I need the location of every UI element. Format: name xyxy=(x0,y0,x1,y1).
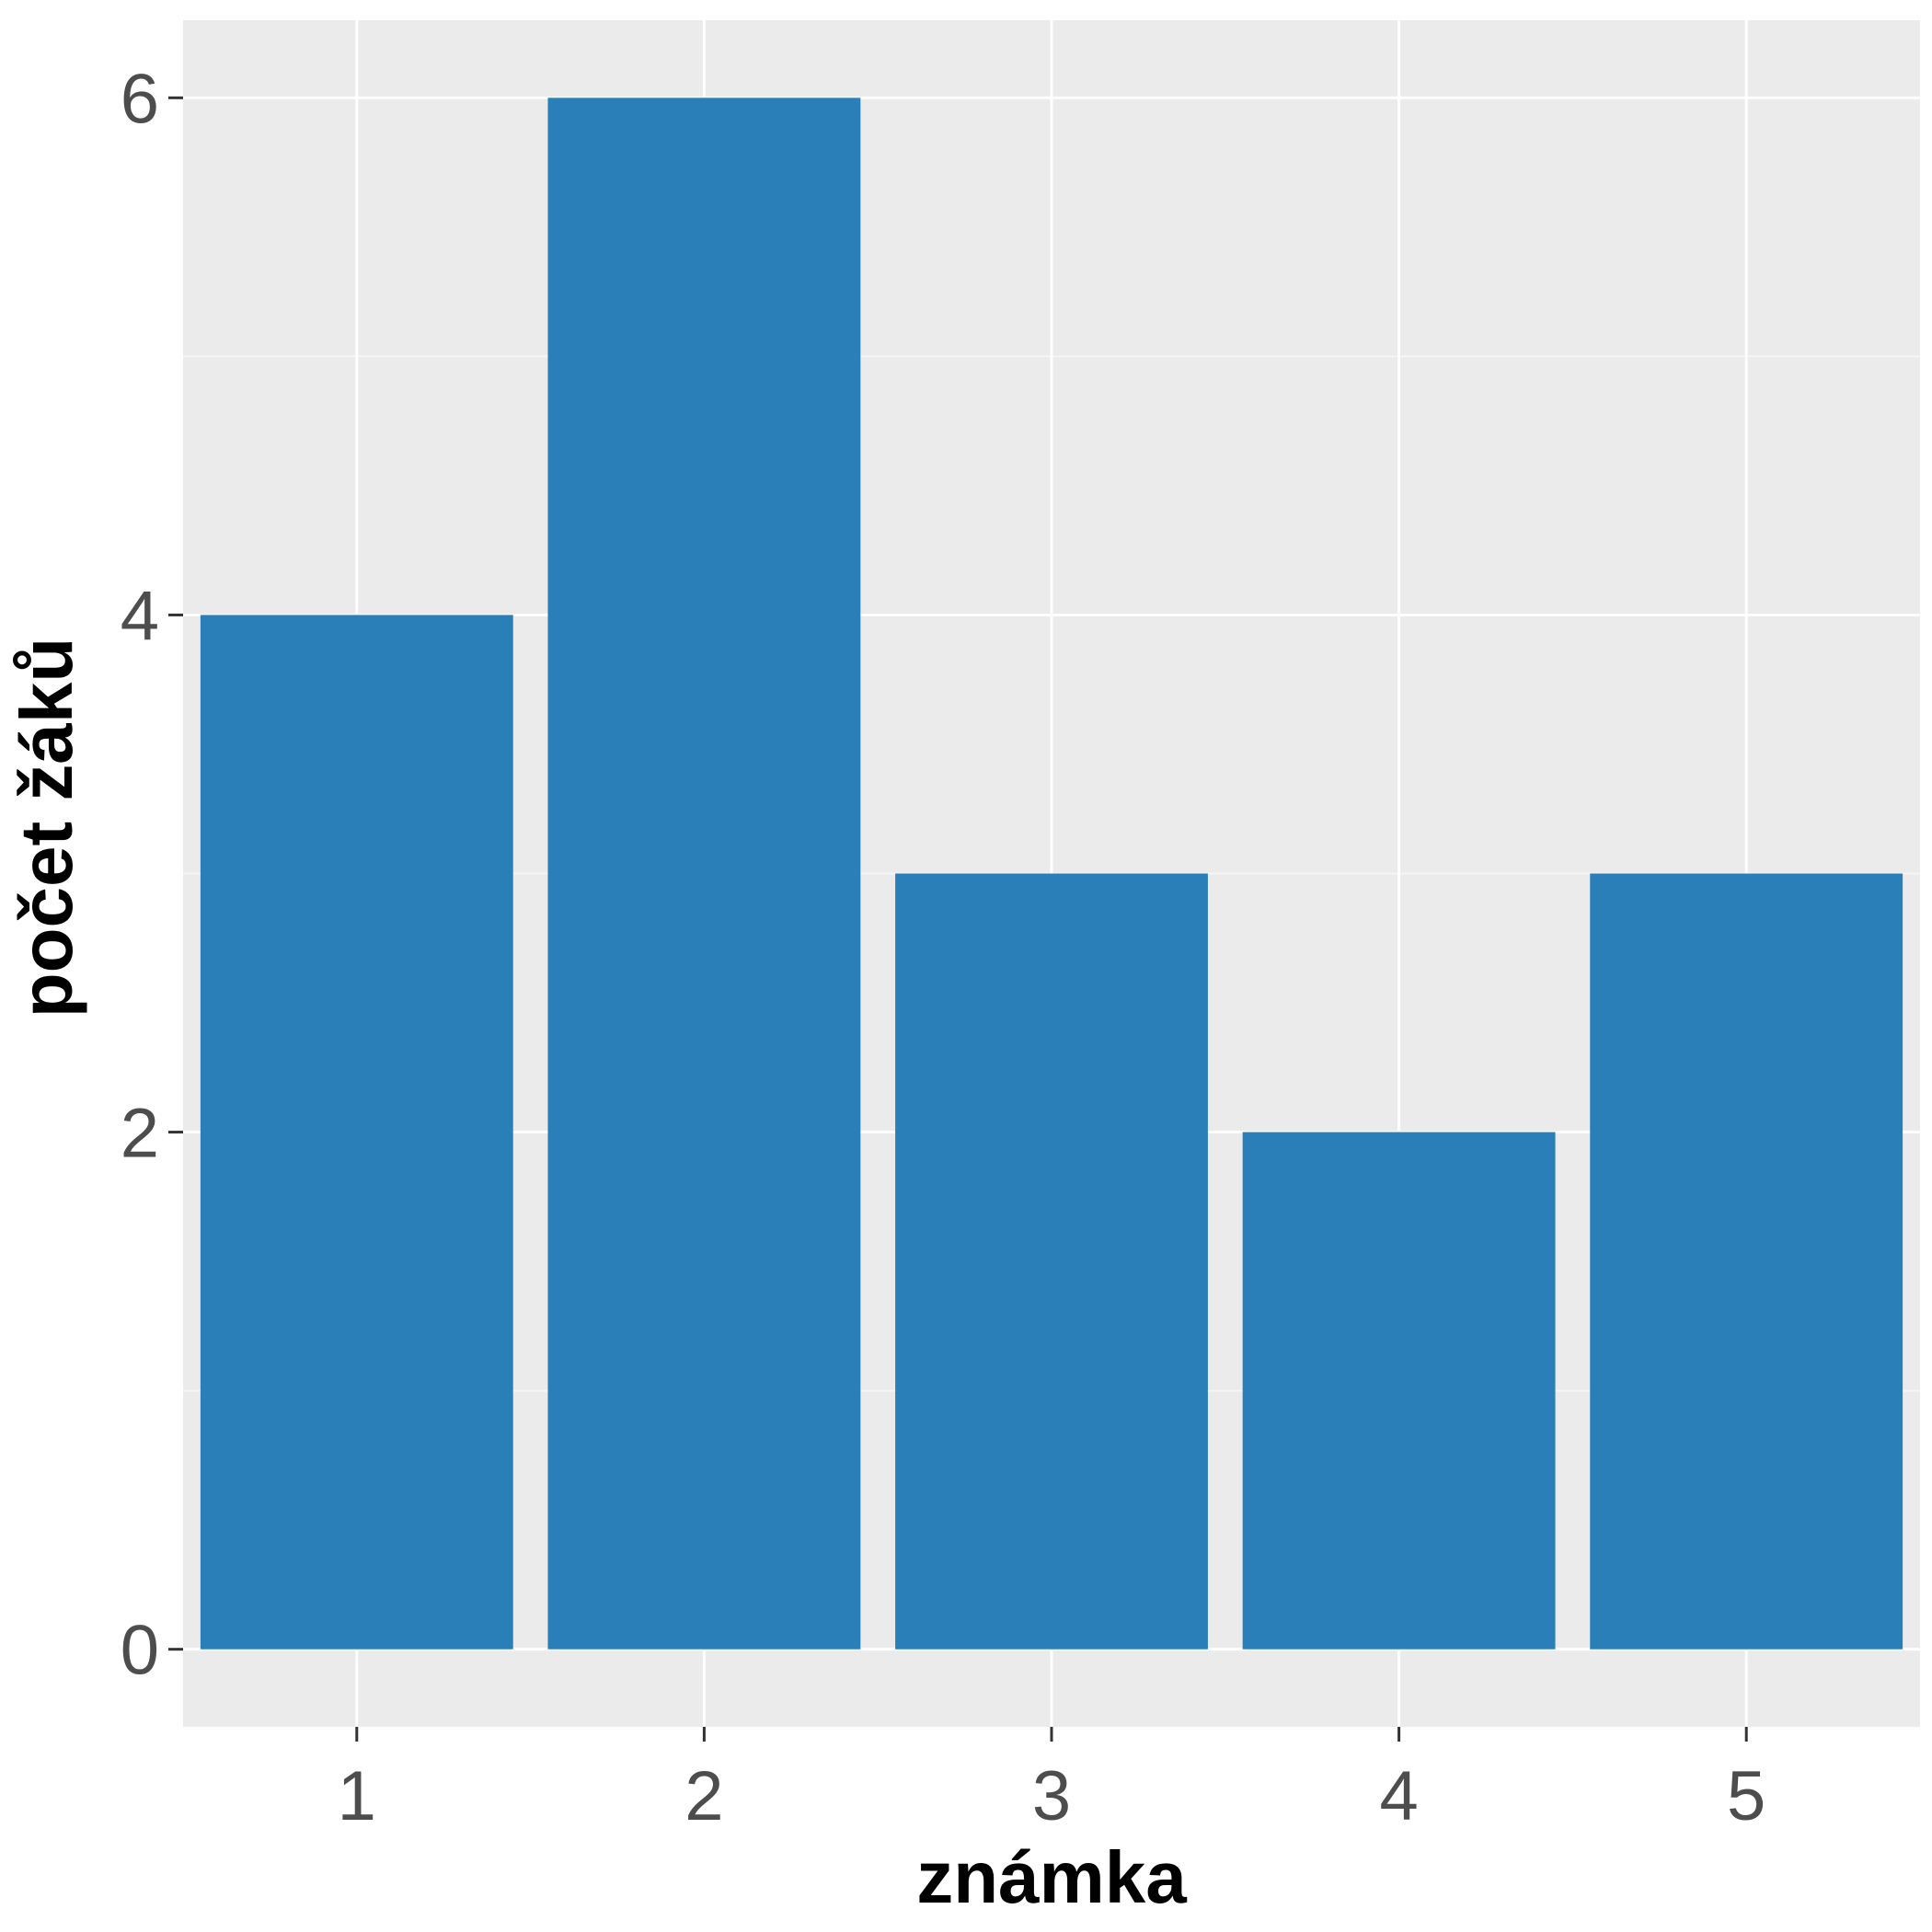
x-tick-label: 3 xyxy=(1032,1757,1071,1835)
bar-2 xyxy=(547,98,861,1650)
bars-group xyxy=(200,98,1903,1650)
y-tick-label: 0 xyxy=(121,1612,159,1690)
y-tick-label: 2 xyxy=(121,1095,159,1173)
x-tick-label: 2 xyxy=(684,1757,723,1835)
y-tick-label: 4 xyxy=(121,577,159,655)
bar-3 xyxy=(895,873,1208,1650)
x-axis-title: známka xyxy=(916,1836,1187,1918)
x-tick-label: 1 xyxy=(338,1757,376,1835)
y-axis-ticks: 0 2 4 6 xyxy=(121,60,183,1690)
y-axis-title: počet žáků xyxy=(6,638,87,1018)
bar-5 xyxy=(1590,873,1903,1650)
y-tick-label: 6 xyxy=(121,60,159,138)
x-axis-ticks: 1 2 3 4 5 xyxy=(338,1727,1765,1835)
bar-4 xyxy=(1242,1132,1556,1650)
x-tick-label: 5 xyxy=(1727,1757,1765,1835)
x-tick-label: 4 xyxy=(1379,1757,1418,1835)
bar-1 xyxy=(200,615,513,1650)
